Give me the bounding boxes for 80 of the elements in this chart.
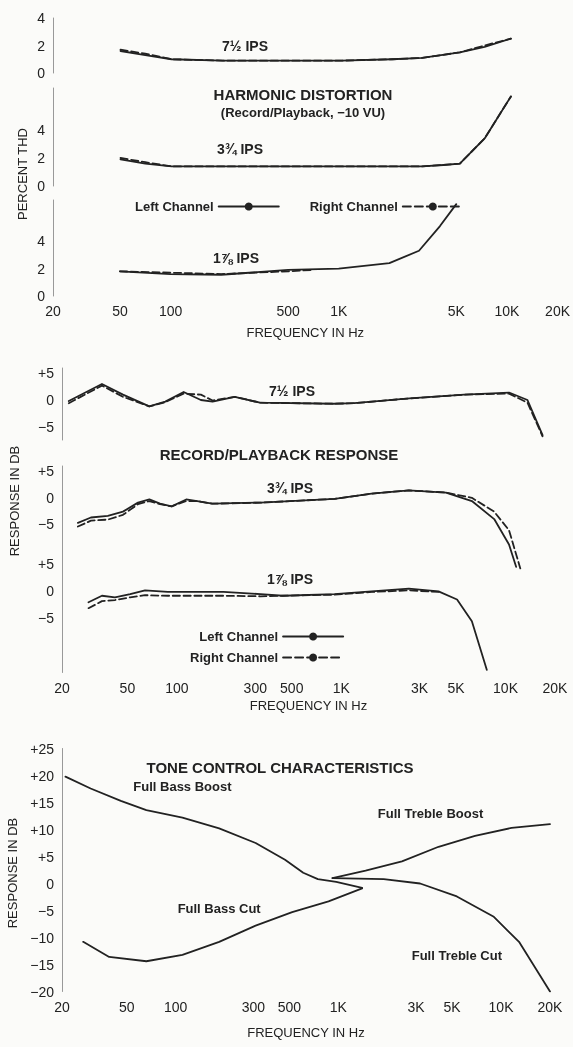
x-tick-label: 500 xyxy=(277,998,302,1015)
y-tick-label: 2 xyxy=(37,260,46,277)
x-tick-label: 20K xyxy=(542,679,569,696)
y-tick-label: +15 xyxy=(30,794,55,811)
y-tick-label: 4 xyxy=(37,233,46,250)
y-tick-label: +20 xyxy=(30,767,55,784)
x-tick-label: 20 xyxy=(54,679,70,696)
series-label: Full Bass Boost xyxy=(133,778,233,794)
y-axis-title: RESPONSE IN DB xyxy=(4,817,20,929)
y-tick-label: +5 xyxy=(38,848,55,865)
x-tick-label: 1K xyxy=(330,303,348,319)
y-axis-title: PERCENT THD xyxy=(14,128,30,220)
x-tick-label: 50 xyxy=(118,998,135,1015)
annotation: 1⅞ IPS xyxy=(213,250,259,266)
y-tick-label: 0 xyxy=(46,583,55,600)
x-tick-label: 300 xyxy=(241,998,266,1015)
x-tick-label: 50 xyxy=(119,679,136,696)
y-tick-label: −5 xyxy=(38,418,55,435)
y-tick-label: −20 xyxy=(30,983,55,1000)
y-tick-label: +25 xyxy=(30,740,55,757)
x-tick-label: 500 xyxy=(276,303,300,319)
x-tick-label: 100 xyxy=(164,998,188,1015)
y-tick-label: 0 xyxy=(46,875,55,892)
series-label: Full Treble Boost xyxy=(377,805,484,821)
y-tick-label: −5 xyxy=(38,516,55,533)
y-tick-label: 0 xyxy=(37,178,46,194)
y-tick-label: 0 xyxy=(37,288,46,304)
x-tick-label: 300 xyxy=(243,679,268,696)
x-tick-label: 3K xyxy=(411,679,429,696)
text: (Record/Playback, −10 VU) xyxy=(220,105,386,120)
x-axis-title: FREQUENCY IN Hz xyxy=(246,325,365,340)
x-tick-label: 20 xyxy=(45,303,61,319)
y-tick-label: 0 xyxy=(46,489,55,506)
annotation: 7½ IPS xyxy=(269,383,315,399)
y-tick-label: +5 xyxy=(38,463,55,480)
legend-label: Left Channel xyxy=(199,629,279,644)
y-tick-label: +5 xyxy=(38,365,55,382)
x-tick-label: 20K xyxy=(545,303,571,319)
annotation: 1⅞ IPS xyxy=(267,571,313,587)
chart-title: HARMONIC DISTORTION xyxy=(213,86,393,103)
x-tick-label: 500 xyxy=(280,679,304,696)
y-tick-label: 2 xyxy=(37,150,46,166)
series-label: Full Bass Cut xyxy=(177,900,262,916)
x-axis-title: FREQUENCY IN Hz xyxy=(249,698,368,714)
annotation: 3¾ IPS xyxy=(217,141,263,157)
x-tick-label: 10K xyxy=(494,303,521,319)
x-tick-label: 5K xyxy=(443,998,462,1015)
y-tick-label: 4 xyxy=(37,122,46,138)
y-tick-label: −15 xyxy=(30,956,55,973)
y-tick-label: 2 xyxy=(37,37,46,54)
y-tick-label: 0 xyxy=(46,392,55,408)
legend-label: Right Channel xyxy=(309,199,398,214)
x-tick-label: 5K xyxy=(447,303,466,319)
y-tick-label: −5 xyxy=(38,902,55,919)
x-tick-label: 50 xyxy=(112,303,128,319)
text: TONE CONTROL CHARACTERISTICS xyxy=(146,759,414,776)
x-tick-label: 10K xyxy=(488,998,515,1015)
annotation: 3¾ IPS xyxy=(267,480,313,496)
y-tick-label: −10 xyxy=(30,929,55,946)
x-tick-label: 5K xyxy=(447,679,466,696)
chart-title: RECORD/PLAYBACK RESPONSE xyxy=(159,446,399,463)
y-tick-label: +10 xyxy=(30,821,55,838)
x-tick-label: 10K xyxy=(493,679,519,696)
x-tick-label: 3K xyxy=(407,998,426,1015)
legend-label: Right Channel xyxy=(190,650,279,665)
legend-label: Left Channel xyxy=(134,199,214,214)
y-tick-label: −5 xyxy=(38,610,55,627)
x-axis-title: FREQUENCY IN Hz xyxy=(247,1024,365,1040)
annotation: 7½ IPS xyxy=(222,38,268,54)
x-tick-label: 100 xyxy=(158,303,183,319)
x-tick-label: 100 xyxy=(165,679,189,696)
y-tick-label: +5 xyxy=(38,556,55,573)
x-tick-label: 1K xyxy=(329,998,348,1015)
series-label: Full Treble Cut xyxy=(411,948,503,964)
x-tick-label: 1K xyxy=(332,679,351,696)
y-tick-label: 4 xyxy=(37,10,46,26)
x-tick-label: 20 xyxy=(54,998,70,1015)
y-axis-title: RESPONSE IN DB xyxy=(6,445,22,557)
x-tick-label: 20K xyxy=(537,998,564,1015)
y-tick-label: 0 xyxy=(37,65,46,81)
